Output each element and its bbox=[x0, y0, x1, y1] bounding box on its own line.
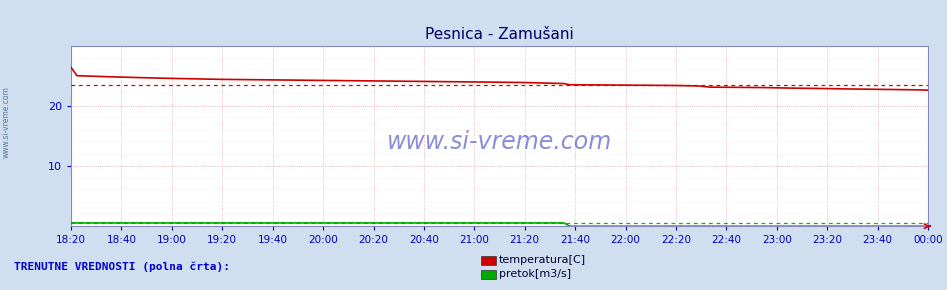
Text: temperatura[C]: temperatura[C] bbox=[499, 255, 586, 265]
Title: Pesnica - Zamušani: Pesnica - Zamušani bbox=[425, 28, 574, 42]
Text: TRENUTNE VREDNOSTI (polna črta):: TRENUTNE VREDNOSTI (polna črta): bbox=[14, 261, 230, 271]
Text: www.si-vreme.com: www.si-vreme.com bbox=[387, 130, 612, 154]
Text: pretok[m3/s]: pretok[m3/s] bbox=[499, 269, 571, 279]
Text: www.si-vreme.com: www.si-vreme.com bbox=[2, 86, 11, 158]
